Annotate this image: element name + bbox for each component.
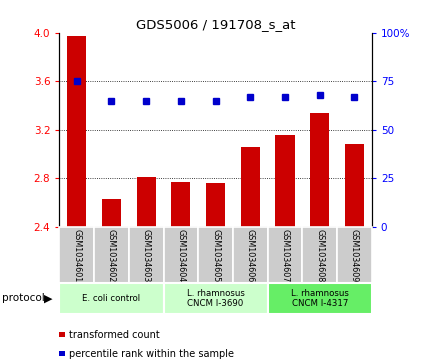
- Text: GSM1034609: GSM1034609: [350, 229, 359, 282]
- Text: GSM1034605: GSM1034605: [211, 229, 220, 282]
- Text: transformed count: transformed count: [69, 330, 160, 340]
- Bar: [102, 199, 121, 227]
- Bar: [241, 147, 260, 227]
- Bar: [275, 135, 294, 227]
- Bar: [129, 227, 164, 283]
- Bar: [337, 227, 372, 283]
- Bar: [59, 227, 94, 283]
- Bar: [171, 182, 191, 227]
- Bar: [302, 227, 337, 283]
- Text: GSM1034604: GSM1034604: [176, 229, 185, 282]
- Text: GSM1034608: GSM1034608: [315, 229, 324, 282]
- Bar: [67, 36, 86, 227]
- Text: GSM1034606: GSM1034606: [246, 229, 255, 282]
- Text: L. rhamnosus
CNCM I-3690: L. rhamnosus CNCM I-3690: [187, 289, 245, 308]
- Bar: [94, 227, 129, 283]
- Bar: [233, 227, 268, 283]
- Bar: [137, 177, 156, 227]
- Bar: [164, 283, 268, 314]
- Bar: [198, 227, 233, 283]
- Title: GDS5006 / 191708_s_at: GDS5006 / 191708_s_at: [136, 19, 295, 32]
- Text: GSM1034603: GSM1034603: [142, 229, 150, 282]
- Bar: [345, 144, 364, 227]
- Bar: [164, 227, 198, 283]
- Bar: [206, 183, 225, 227]
- Bar: [268, 227, 302, 283]
- Text: E. coli control: E. coli control: [82, 294, 140, 303]
- Text: GSM1034601: GSM1034601: [72, 229, 81, 282]
- Text: GSM1034607: GSM1034607: [281, 229, 290, 282]
- Text: protocol: protocol: [2, 293, 45, 303]
- Text: percentile rank within the sample: percentile rank within the sample: [69, 349, 234, 359]
- Bar: [310, 113, 329, 227]
- Bar: [268, 283, 372, 314]
- Text: GSM1034602: GSM1034602: [107, 229, 116, 282]
- Bar: [59, 283, 164, 314]
- Text: ▶: ▶: [44, 293, 52, 303]
- Text: L. rhamnosus
CNCM I-4317: L. rhamnosus CNCM I-4317: [291, 289, 348, 308]
